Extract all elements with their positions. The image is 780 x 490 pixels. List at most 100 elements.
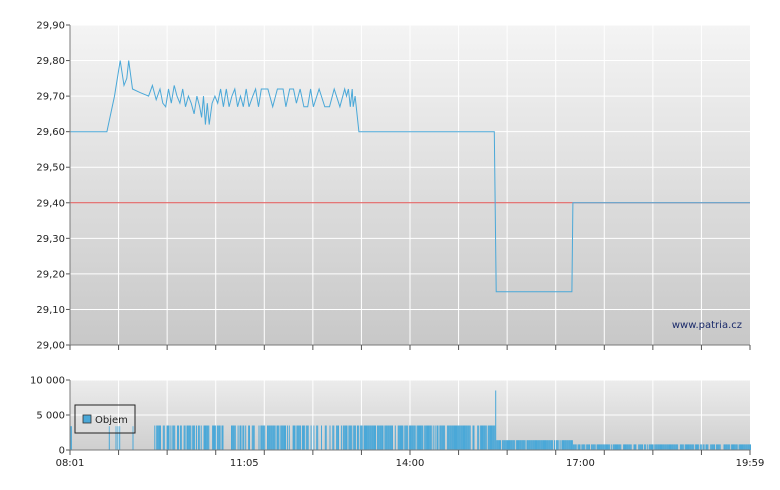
volume-bar <box>536 440 538 450</box>
legend-label: Objem <box>95 415 128 426</box>
volume-bar <box>600 444 602 450</box>
volume-bar <box>357 425 358 450</box>
volume-bar <box>177 425 178 450</box>
volume-bar <box>700 444 702 450</box>
volume-bar <box>270 425 272 450</box>
volume-bar <box>625 444 627 450</box>
volume-bar <box>231 425 232 450</box>
volume-bar <box>513 440 515 450</box>
volume-bar <box>440 425 442 450</box>
volume-bar <box>540 440 542 450</box>
volume-bar <box>546 440 548 450</box>
volume-bar <box>455 425 457 450</box>
volume-bar <box>332 425 334 450</box>
volume-bar <box>371 425 373 450</box>
volume-bar <box>718 444 720 450</box>
volume-bar <box>511 440 513 450</box>
volume-bar <box>652 444 654 450</box>
volume-bar <box>273 425 275 450</box>
volume-bar <box>447 425 449 450</box>
volume-bar <box>245 425 247 450</box>
volume-bar <box>262 425 264 450</box>
volume-bar <box>261 425 263 450</box>
volume-bar <box>512 440 514 450</box>
volume-bar <box>132 426 134 450</box>
volume-bar <box>200 425 202 450</box>
price-y-axis: 29,00 29,10 29,20 29,30 29,40 29,50 29,60 29,70… <box>36 21 70 352</box>
volume-bar <box>348 425 350 450</box>
volume-bar <box>646 444 648 450</box>
volume-bar <box>493 425 495 450</box>
volume-bar <box>538 440 540 450</box>
volume-bar <box>237 425 239 450</box>
volume-bar <box>735 444 737 450</box>
volume-bar <box>499 440 500 450</box>
volume-bar <box>481 425 482 450</box>
volume-bar <box>173 425 175 450</box>
volume-bar <box>368 425 370 450</box>
volume-bar <box>725 444 727 450</box>
volume-x-tick-label: 11:05 <box>230 458 259 469</box>
volume-bar <box>526 440 528 450</box>
volume-bar <box>686 444 688 450</box>
volume-bar <box>570 440 572 450</box>
volume-bar <box>286 425 288 450</box>
volume-bar <box>208 425 210 450</box>
volume-bar <box>665 444 667 450</box>
volume-y-tick-label: 10 000 <box>30 376 65 387</box>
volume-bar <box>651 444 653 450</box>
volume-bar <box>742 444 744 450</box>
volume-bar <box>420 425 422 450</box>
volume-bar <box>437 425 439 450</box>
volume-bar <box>577 444 579 450</box>
volume-bar <box>659 444 661 450</box>
volume-bar <box>350 425 352 450</box>
volume-bar <box>671 444 673 450</box>
volume-bar <box>675 444 677 450</box>
volume-bar <box>658 444 660 450</box>
volume-bar <box>623 444 625 450</box>
volume-bar <box>426 425 428 450</box>
volume-bar <box>267 425 268 450</box>
volume-bar <box>338 425 339 450</box>
price-y-tick-label: 29,20 <box>36 269 65 280</box>
volume-bar <box>360 425 362 450</box>
volume-bar <box>574 444 576 450</box>
volume-bar <box>346 425 348 450</box>
volume-bar <box>398 425 400 450</box>
volume-bar <box>679 444 681 450</box>
volume-bar <box>214 425 215 450</box>
volume-bar <box>313 425 315 450</box>
volume-bar <box>376 425 378 450</box>
volume-bar <box>221 425 223 450</box>
volume-bar <box>642 444 643 450</box>
volume-bar <box>280 425 282 450</box>
volume-bar <box>705 444 707 450</box>
volume-bar <box>186 425 188 450</box>
volume-bar <box>296 425 298 450</box>
volume-bar <box>430 425 432 450</box>
volume-bar <box>285 425 286 450</box>
volume-bar <box>634 444 636 450</box>
volume-bar <box>614 444 616 450</box>
volume-bar <box>267 425 269 450</box>
volume-bar <box>746 444 748 450</box>
volume-bar <box>373 425 375 450</box>
volume-bar <box>497 440 499 450</box>
volume-bar <box>627 444 629 450</box>
volume-bar <box>454 425 456 450</box>
volume-bar <box>508 440 510 450</box>
volume-bar <box>554 440 555 450</box>
volume-bar <box>465 425 467 450</box>
volume-bar <box>741 444 743 450</box>
volume-bar <box>178 425 179 450</box>
volume-bar <box>297 425 299 450</box>
volume-bar <box>288 425 290 450</box>
volume-bar <box>727 444 729 450</box>
volume-bar <box>607 444 609 450</box>
volume-bar <box>293 425 295 450</box>
volume-bar <box>670 444 672 450</box>
volume-bar <box>522 440 524 450</box>
volume-bar <box>547 440 549 450</box>
volume-bar <box>355 425 357 450</box>
